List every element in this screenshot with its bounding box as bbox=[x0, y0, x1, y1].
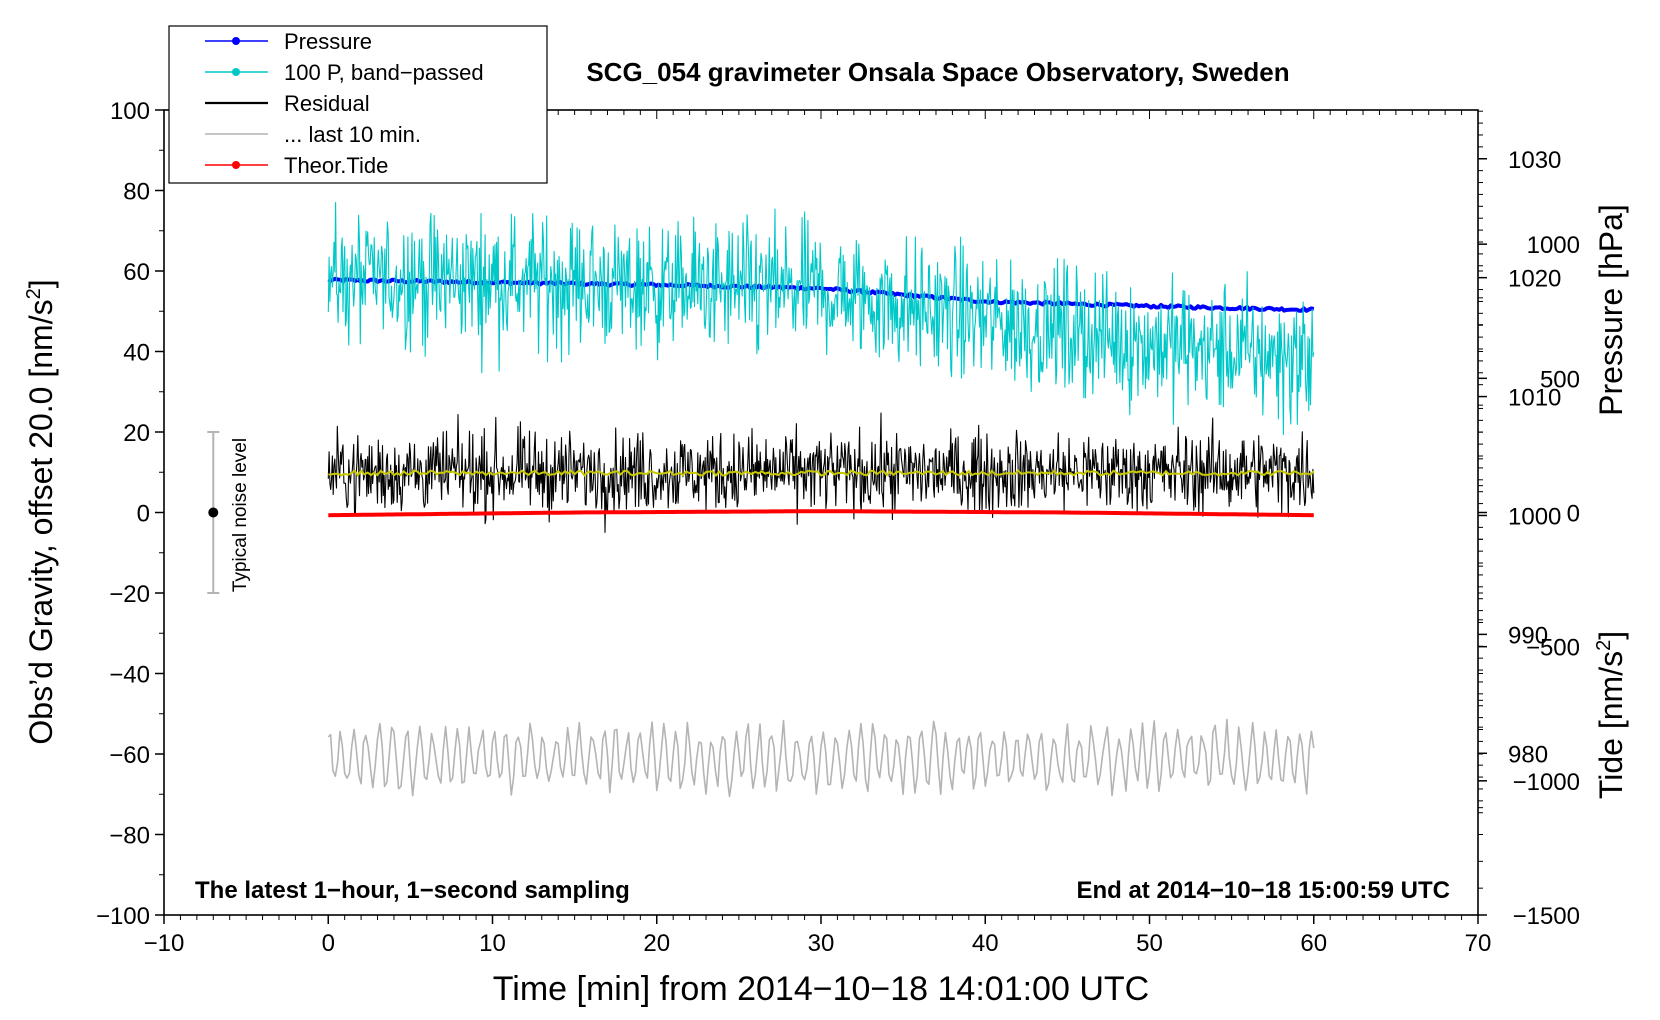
y-axis-label-left: Obs’d Gravity, offset 20.0 [nm/s2] bbox=[23, 279, 59, 744]
series-line-4 bbox=[328, 509, 1314, 518]
legend-label-4: Theor.Tide bbox=[284, 153, 388, 178]
y-tick-label-6: −20 bbox=[109, 581, 150, 608]
x-tick-label-6: 50 bbox=[1136, 930, 1163, 957]
legend-box bbox=[168, 25, 548, 184]
x-tick-label-8: 70 bbox=[1465, 930, 1492, 957]
legend-marker-0 bbox=[232, 37, 240, 45]
axes-layer: −10 0 10 20 30 40 50 60 70100806040200−20−40−60−… bbox=[96, 98, 1580, 957]
x-tick-label-4: 30 bbox=[808, 930, 835, 957]
pressure-tick-label-5: 980 bbox=[1508, 741, 1548, 768]
tide-axis-label-end: ] bbox=[1593, 631, 1629, 640]
series-line-2 bbox=[327, 412, 1315, 533]
y-tick-label-9: −80 bbox=[109, 823, 150, 850]
tide-tick-label-3: −500 bbox=[1526, 635, 1580, 662]
pressure-axis-label: Pressure [hPa] bbox=[1593, 204, 1629, 416]
pressure-tick-label-0: 1030 bbox=[1508, 147, 1561, 174]
y-tick-label-7: −40 bbox=[109, 662, 150, 689]
y-tick-label-1: 80 bbox=[123, 179, 150, 206]
annotation-left: The latest 1−hour, 1−second sampling bbox=[195, 877, 630, 904]
noise-label: Typical noise level bbox=[230, 438, 251, 592]
chart-title: SCG_054 gravimeter Onsala Space Observat… bbox=[586, 57, 1289, 87]
y-tick-label-3: 40 bbox=[123, 340, 150, 367]
x-tick-label-1: 0 bbox=[322, 930, 335, 957]
y-axis-label-left-main: Obs’d Gravity, offset 20.0 [nm/s bbox=[23, 299, 59, 744]
pressure-tick-label-4: 990 bbox=[1508, 622, 1548, 649]
legend-marker-4 bbox=[232, 161, 240, 169]
y-tick-label-10: −100 bbox=[96, 903, 150, 930]
x-tick-label-3: 20 bbox=[643, 930, 670, 957]
legend-label-3: ... last 10 min. bbox=[284, 122, 421, 147]
smoothed-residual-line bbox=[328, 469, 1315, 478]
y-tick-label-5: 0 bbox=[137, 501, 150, 528]
y-tick-label-8: −60 bbox=[109, 742, 150, 769]
legend-label-0: Pressure bbox=[284, 29, 372, 54]
pressure-tick-label-1: 1020 bbox=[1508, 266, 1561, 293]
data-layer bbox=[207, 201, 1315, 798]
x-tick-label-5: 40 bbox=[972, 930, 999, 957]
tide-tick-label-5: −1500 bbox=[1513, 903, 1580, 930]
legend-label-1: 100 P, band−passed bbox=[284, 60, 484, 85]
annotation-right: End at 2014−10−18 15:00:59 UTC bbox=[1076, 877, 1450, 904]
y-tick-label-0: 100 bbox=[110, 98, 150, 125]
pressure-tick-label-2: 1010 bbox=[1508, 385, 1561, 412]
noise-bar-center bbox=[208, 507, 219, 518]
x-tick-label-7: 60 bbox=[1300, 930, 1327, 957]
y-axis-label-left-sup: 2 bbox=[23, 288, 45, 299]
series-line-1 bbox=[327, 201, 1315, 436]
legend: Pressure 100 P, band−passed Residual ... la… bbox=[168, 25, 548, 184]
tide-axis-label-main: Tide [nm/s bbox=[1593, 651, 1629, 799]
y-axis-label-left-end: ] bbox=[23, 279, 59, 288]
series-line-3 bbox=[327, 718, 1315, 798]
tide-axis-label-sup: 2 bbox=[1593, 640, 1615, 651]
y-tick-label-2: 60 bbox=[123, 259, 150, 286]
x-axis-label: Time [min] from 2014−10−18 14:01:00 UTC bbox=[493, 970, 1149, 1008]
tide-tick-label-2: 0 bbox=[1567, 501, 1580, 528]
legend-marker-1 bbox=[232, 68, 240, 76]
tide-tick-label-0: 1000 bbox=[1527, 232, 1580, 259]
tide-axis-label: Tide [nm/s2] bbox=[1593, 631, 1629, 799]
x-tick-label-0: −10 bbox=[144, 930, 185, 957]
tide-tick-label-1: 500 bbox=[1540, 366, 1580, 393]
pressure-tick-label-3: 1000 bbox=[1508, 503, 1561, 530]
legend-label-2: Residual bbox=[284, 91, 370, 116]
y-tick-label-4: 20 bbox=[123, 420, 150, 447]
x-tick-label-2: 10 bbox=[479, 930, 506, 957]
tide-tick-label-4: −1000 bbox=[1513, 769, 1580, 796]
